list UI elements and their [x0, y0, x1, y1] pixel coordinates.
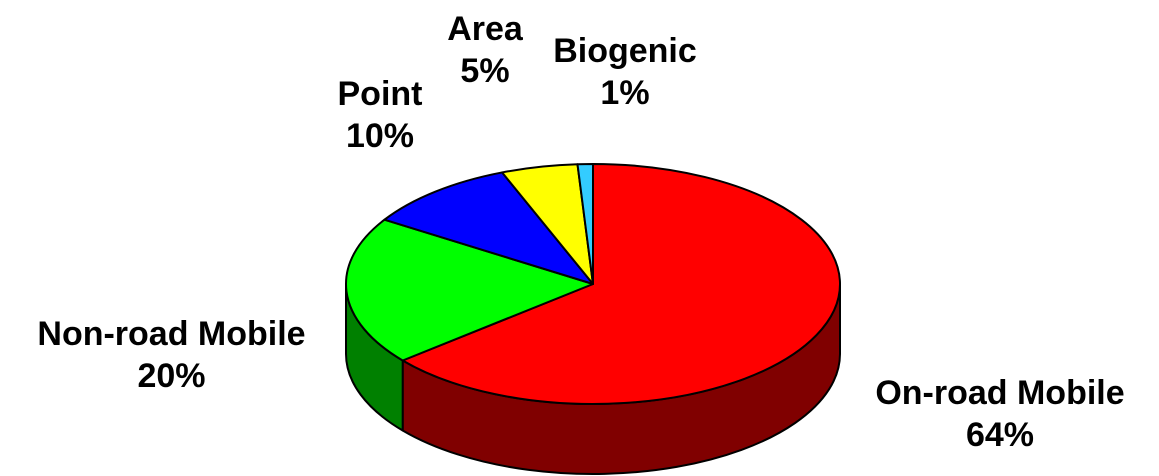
label-area: Area 5% [420, 8, 550, 92]
pie-slice-biogenic [576, 163, 594, 285]
label-biogenic: Biogenic 1% [525, 30, 725, 114]
label-area-value: 5% [460, 52, 510, 90]
pie-top-faces [345, 163, 841, 405]
pie-slice-point [383, 171, 594, 285]
pie-slice-on-road-mobile [401, 163, 841, 405]
label-biogenic-value: 1% [600, 74, 650, 112]
label-non-road-mobile-value: 20% [137, 357, 206, 395]
label-point: Point 10% [305, 73, 455, 157]
label-area-name: Area [447, 10, 523, 48]
label-on-road-mobile: On-road Mobile 64% [850, 372, 1150, 456]
label-non-road-mobile-name: Non-road Mobile [37, 315, 306, 353]
label-point-value: 10% [345, 117, 415, 155]
label-non-road-mobile: Non-road Mobile 20% [4, 313, 339, 397]
label-point-name: Point [337, 75, 423, 113]
label-on-road-mobile-name: On-road Mobile [875, 374, 1125, 412]
pie-slice-non-road-mobile [345, 218, 594, 362]
label-on-road-mobile-value: 64% [965, 416, 1035, 454]
label-biogenic-name: Biogenic [553, 32, 697, 70]
